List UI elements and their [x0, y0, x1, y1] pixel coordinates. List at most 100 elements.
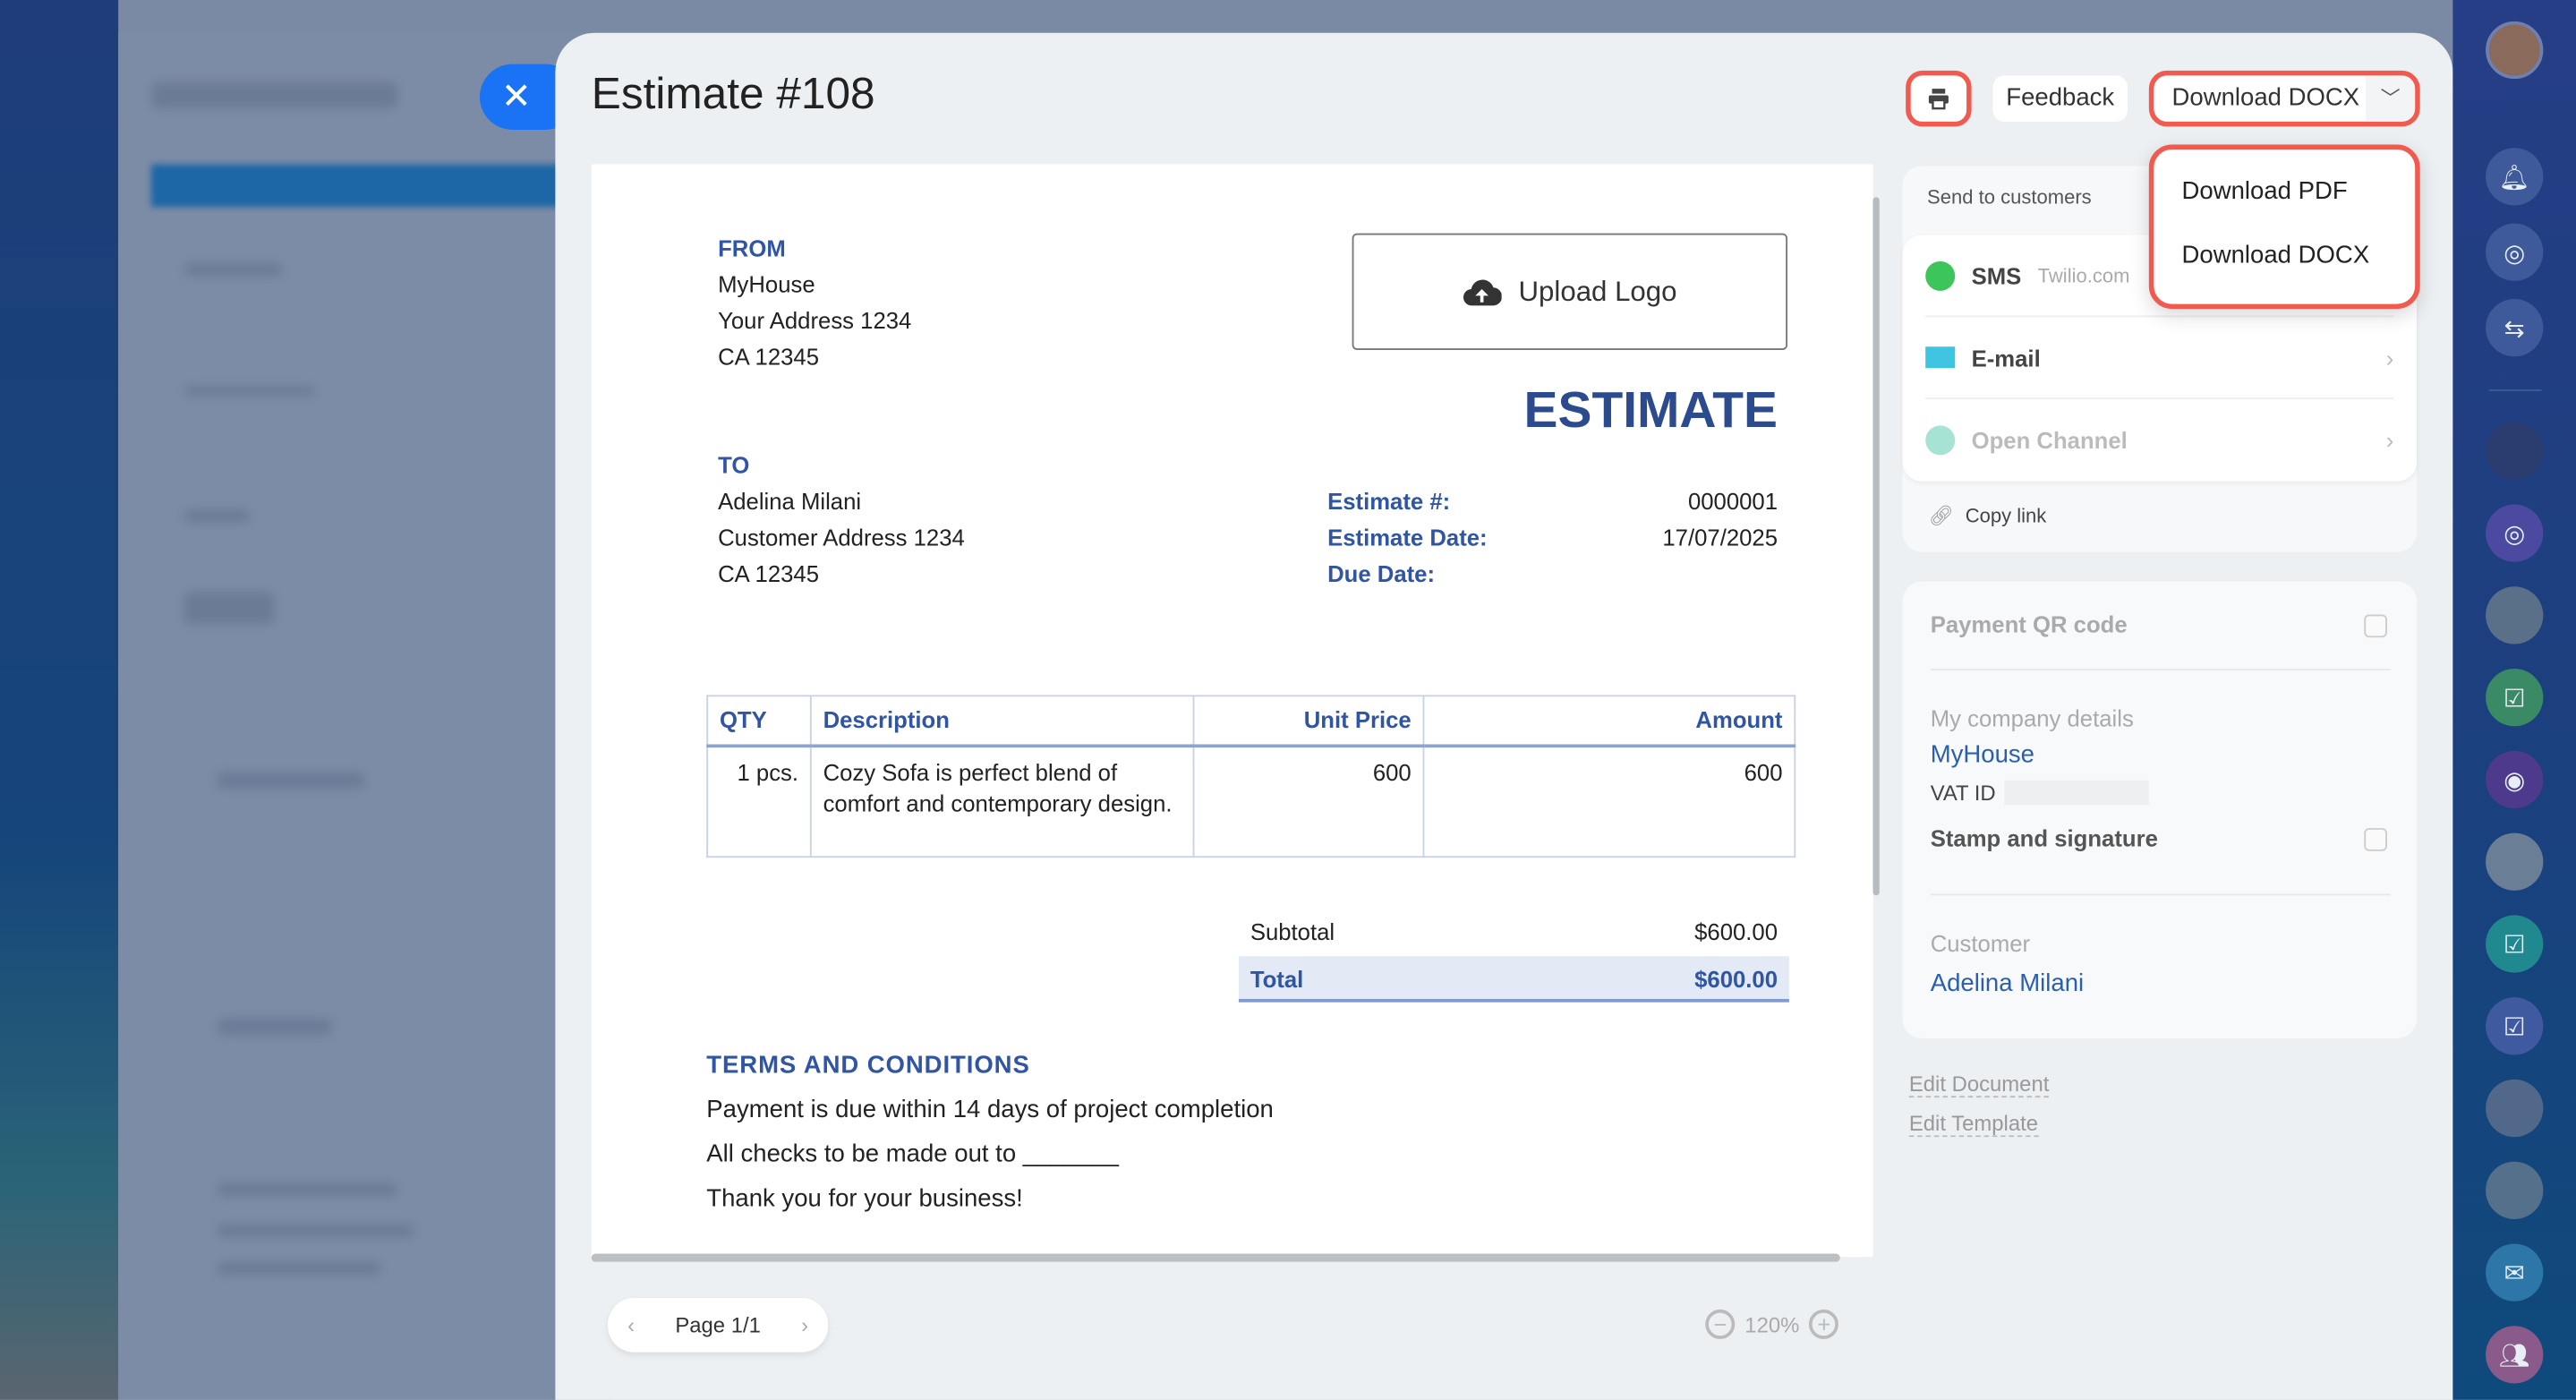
page-title: Estimate #108 — [591, 69, 875, 119]
chat-avatar[interactable] — [2486, 832, 2544, 891]
from-label: FROM — [718, 235, 786, 261]
whatsapp-icon — [1925, 260, 1956, 290]
field-label: Estimate #: — [1327, 488, 1451, 515]
cloud-upload-icon — [1463, 278, 1503, 305]
zoom-out-button[interactable]: − — [1705, 1309, 1736, 1339]
group-chat-avatar[interactable] — [2486, 1079, 2544, 1138]
menu-item-download-docx[interactable]: Download DOCX — [2181, 241, 2370, 270]
upload-logo-label: Upload Logo — [1518, 275, 1677, 307]
terms-line: Thank you for your business! — [706, 1184, 1023, 1213]
vertical-scrollbar[interactable] — [1872, 197, 1880, 896]
field-label: Estimate Date: — [1327, 524, 1488, 551]
task-chat-icon[interactable]: ☑ — [2486, 915, 2544, 973]
customer-name-link[interactable]: Adelina Milani — [1930, 969, 2085, 998]
column-header: Unit Price — [1192, 695, 1425, 747]
to-line: Adelina Milani — [718, 488, 862, 515]
download-docx-button[interactable]: Download DOCX — [2171, 83, 2360, 112]
company-details-label: My company details — [1930, 704, 2134, 731]
bell-icon[interactable]: 🔔︎ — [2486, 148, 2544, 206]
subtotal-label: Subtotal — [1250, 918, 1335, 945]
document-preview: FROM MyHouse Your Address 1234 CA 12345 … — [591, 164, 1873, 1258]
close-icon: ✕ — [500, 75, 532, 117]
link-icon: 🔗︎ — [1928, 504, 1954, 528]
copilot-icon[interactable]: ◎ — [2486, 223, 2544, 281]
total-row — [1238, 956, 1789, 1003]
chat-avatar[interactable] — [2486, 422, 2544, 480]
items-table: QTY Description Unit Price Amount 1 pcs.… — [706, 695, 1796, 858]
next-page-button[interactable]: › — [801, 1312, 809, 1338]
edit-document-link[interactable]: Edit Document — [1908, 1071, 2050, 1098]
unit-price-cell: 600 — [1192, 744, 1425, 858]
menu-item-download-pdf[interactable]: Download PDF — [2181, 177, 2348, 206]
channel-label: Open Channel — [1971, 427, 2128, 454]
channel-email[interactable]: E-mail › — [1925, 317, 2394, 400]
payment-qr-checkbox[interactable] — [2364, 614, 2387, 638]
download-split-button[interactable]: Download DOCX ﹀ — [2148, 70, 2420, 127]
field-value: 17/07/2025 — [1662, 524, 1778, 551]
to-label: TO — [718, 451, 750, 479]
chat-sync-icon[interactable]: ⇆ — [2486, 299, 2544, 357]
from-line: Your Address 1234 — [718, 307, 912, 334]
blurred-background-page — [118, 32, 611, 1400]
chevron-down-icon[interactable]: ﹀ — [2366, 75, 2416, 122]
vat-id-value-redacted — [2004, 780, 2149, 806]
channel-label: SMS — [1971, 261, 2022, 289]
task-chat-icon[interactable]: ☑ — [2486, 669, 2544, 727]
payment-qr-label: Payment QR code — [1930, 610, 2128, 638]
vat-id-label: VAT ID — [1930, 780, 1996, 806]
pagination: ‹ Page 1/1 › — [608, 1298, 829, 1353]
copy-link-label: Copy link — [1965, 504, 2047, 528]
amount-cell: 600 — [1422, 744, 1796, 858]
task-chat-icon[interactable]: ☑ — [2486, 997, 2544, 1055]
print-button[interactable] — [1906, 70, 1972, 127]
upload-logo-button[interactable]: Upload Logo — [1352, 233, 1788, 350]
subtotal-value: $600.00 — [1694, 918, 1778, 945]
column-header: QTY — [706, 695, 812, 747]
settings-panel: Payment QR code My company details MyHou… — [1902, 581, 2418, 1039]
prev-page-button[interactable]: ‹ — [627, 1312, 635, 1338]
blurred-left-nav — [0, 0, 119, 1400]
total-value: $600.00 — [1694, 966, 1778, 993]
table-row: 1 pcs. Cozy Sofa is perfect blend of com… — [706, 744, 1796, 858]
mail-icon[interactable]: ✉ — [2486, 1243, 2544, 1302]
page-indicator: Page 1/1 — [675, 1312, 761, 1338]
contacts-icon[interactable]: 👥︎ — [2486, 1326, 2544, 1384]
qty-cell: 1 pcs. — [706, 744, 812, 858]
copilot-chat-icon[interactable]: ◎ — [2486, 504, 2544, 562]
to-line: CA 12345 — [718, 559, 819, 587]
copy-link-button[interactable]: 🔗︎ Copy link — [1929, 504, 2046, 527]
ai-assistant-icon[interactable]: ◉ — [2486, 750, 2544, 809]
chevron-right-icon: › — [2385, 344, 2394, 371]
description-cell: Cozy Sofa is perfect blend of comfort an… — [809, 744, 1195, 858]
chevron-right-icon: › — [2385, 427, 2394, 454]
channel-sms[interactable]: SMS Twilio.com — [1925, 235, 2394, 318]
chat-avatar[interactable] — [2486, 586, 2544, 645]
feedback-button[interactable]: Feedback — [1992, 75, 2128, 122]
channel-label: E-mail — [1971, 344, 2041, 371]
channel-provider: Twilio.com — [2037, 263, 2130, 287]
chat-avatar[interactable] — [2486, 1161, 2544, 1219]
user-avatar[interactable] — [2486, 21, 2544, 80]
field-label: Due Date: — [1327, 559, 1436, 587]
zoom-in-button[interactable]: + — [1809, 1309, 1839, 1339]
channel-open-channel[interactable]: Open Channel › — [1925, 399, 2393, 482]
terms-line: Payment is due within 14 days of project… — [706, 1096, 1274, 1124]
stamp-signature-checkbox[interactable] — [2364, 828, 2387, 851]
from-line: MyHouse — [718, 270, 815, 298]
stamp-signature-label: Stamp and signature — [1930, 824, 2158, 851]
horizontal-scrollbar[interactable] — [591, 1253, 1840, 1262]
total-label: Total — [1250, 966, 1304, 993]
to-line: Customer Address 1234 — [718, 524, 965, 551]
column-header: Description — [809, 695, 1195, 747]
mail-icon — [1925, 346, 1956, 369]
terms-heading: TERMS AND CONDITIONS — [706, 1051, 1030, 1080]
send-panel-title: Send to customers — [1927, 185, 2092, 209]
company-name-link[interactable]: MyHouse — [1930, 740, 2035, 770]
printer-icon — [1928, 89, 1949, 110]
field-value: 0000001 — [1687, 488, 1778, 515]
open-channel-icon — [1925, 425, 1956, 456]
zoom-level: 120% — [1744, 1311, 1800, 1337]
download-menu: Download PDF Download DOCX — [2148, 144, 2420, 310]
customer-label: Customer — [1930, 929, 2031, 957]
edit-template-link[interactable]: Edit Template — [1908, 1110, 2038, 1138]
